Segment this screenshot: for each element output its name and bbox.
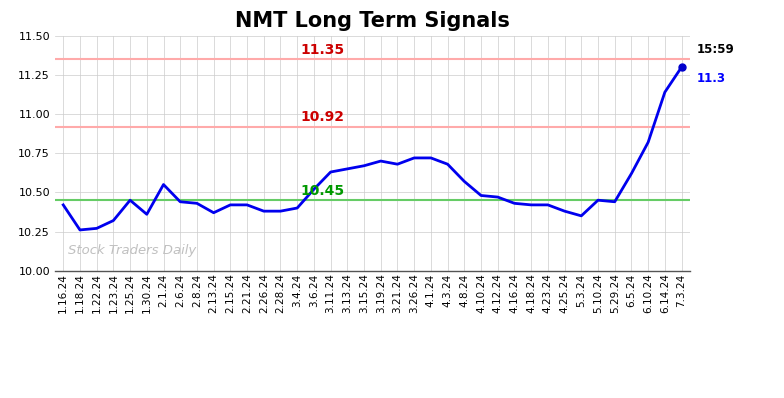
Text: 10.45: 10.45	[301, 184, 345, 198]
Text: 15:59: 15:59	[696, 43, 734, 56]
Text: 11.35: 11.35	[301, 43, 345, 57]
Text: 11.3: 11.3	[696, 72, 725, 85]
Title: NMT Long Term Signals: NMT Long Term Signals	[235, 12, 510, 31]
Text: Stock Traders Daily: Stock Traders Daily	[67, 244, 196, 257]
Text: 10.92: 10.92	[301, 110, 345, 124]
